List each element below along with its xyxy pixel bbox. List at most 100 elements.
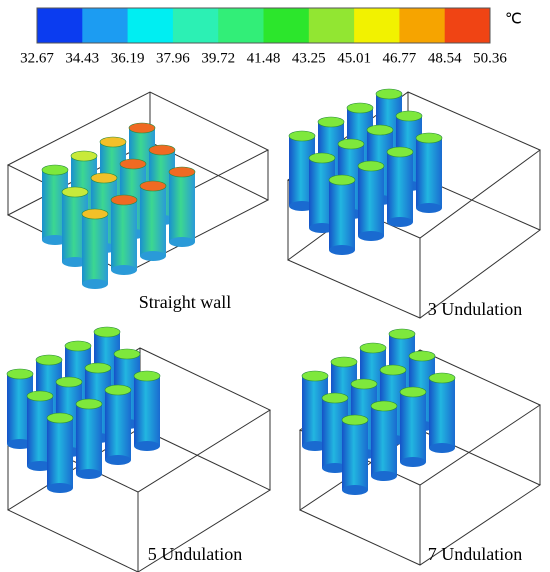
panel-label: 5 Undulation bbox=[148, 544, 243, 564]
cell-top bbox=[26, 390, 54, 402]
cell-top bbox=[70, 150, 98, 162]
cell-body bbox=[169, 172, 195, 242]
cell-body bbox=[134, 376, 160, 446]
cell-base bbox=[134, 441, 160, 451]
cell-top bbox=[90, 172, 118, 184]
color-segment bbox=[308, 8, 355, 43]
cell-top bbox=[386, 146, 414, 158]
cell-body bbox=[140, 186, 166, 256]
cell-base bbox=[62, 257, 88, 267]
panel: Straight wall bbox=[6, 91, 270, 312]
color-segment bbox=[263, 8, 310, 43]
colorbar-unit: ℃ bbox=[505, 11, 522, 27]
panel: 3 Undulation bbox=[287, 88, 541, 319]
color-segment bbox=[218, 8, 264, 43]
cell-base bbox=[416, 203, 442, 213]
cell-top bbox=[148, 144, 176, 156]
cell-top bbox=[321, 392, 349, 404]
cell-body bbox=[342, 420, 368, 490]
cell-base bbox=[329, 245, 355, 255]
cell-base bbox=[42, 235, 68, 245]
colorbar-tick-label: 39.72 bbox=[201, 50, 235, 66]
cell-body bbox=[329, 180, 355, 250]
cell-top bbox=[35, 354, 63, 366]
cell-top bbox=[395, 110, 423, 122]
cell-base bbox=[140, 251, 166, 261]
cell-base bbox=[289, 201, 315, 211]
cell-top bbox=[328, 174, 356, 186]
color-segment bbox=[37, 8, 83, 43]
cell-base bbox=[358, 231, 384, 241]
cell-base bbox=[47, 483, 73, 493]
cell-body bbox=[400, 392, 426, 462]
cell-base bbox=[82, 279, 108, 289]
cell-top bbox=[99, 136, 127, 148]
colorbar-tick-label: 34.43 bbox=[65, 50, 99, 66]
cell-top bbox=[415, 132, 443, 144]
color-segment bbox=[354, 8, 400, 43]
cell-top bbox=[399, 386, 427, 398]
cell-top bbox=[75, 398, 103, 410]
cell-top bbox=[375, 88, 403, 100]
colorbar-frame bbox=[36, 7, 491, 44]
colorbar-tick-label: 36.19 bbox=[111, 50, 145, 66]
cell-base bbox=[400, 457, 426, 467]
cell-top bbox=[359, 342, 387, 354]
cell-top bbox=[388, 328, 416, 340]
panel-label: 3 Undulation bbox=[428, 299, 523, 319]
cell-body bbox=[358, 166, 384, 236]
cell-top bbox=[168, 166, 196, 178]
cell-base bbox=[111, 265, 137, 275]
cell-top bbox=[139, 180, 167, 192]
cell-top bbox=[6, 368, 34, 380]
cell-top bbox=[350, 378, 378, 390]
cell-base bbox=[76, 469, 102, 479]
cell-base bbox=[342, 485, 368, 495]
cell-base bbox=[169, 237, 195, 247]
cell-top bbox=[301, 370, 329, 382]
cell-top bbox=[81, 208, 109, 220]
cell-top bbox=[357, 160, 385, 172]
cell-top bbox=[93, 326, 121, 338]
cell-body bbox=[387, 152, 413, 222]
panel-label: Straight wall bbox=[139, 292, 232, 312]
color-segment bbox=[444, 8, 491, 43]
cell-top bbox=[346, 102, 374, 114]
cell-top bbox=[308, 152, 336, 164]
cell-top bbox=[64, 340, 92, 352]
panel: 7 Undulation bbox=[298, 328, 542, 566]
cell-body bbox=[416, 138, 442, 208]
colorbar-tick-label: 48.54 bbox=[428, 50, 462, 66]
cell-body bbox=[429, 378, 455, 448]
cell-base bbox=[371, 471, 397, 481]
cell-base bbox=[27, 461, 53, 471]
cell-top bbox=[46, 412, 74, 424]
cell-base bbox=[322, 463, 348, 473]
cell-top bbox=[104, 384, 132, 396]
cell-base bbox=[309, 223, 335, 233]
cell-top bbox=[133, 370, 161, 382]
colorbar-tick-label: 41.48 bbox=[247, 50, 281, 66]
colorbar-tick-label: 45.01 bbox=[337, 50, 371, 66]
cell-top bbox=[428, 372, 456, 384]
panels: Straight wall 3 Undulation 5 Undulation 7 U… bbox=[6, 88, 542, 572]
cell-top bbox=[119, 158, 147, 170]
panel: 5 Undulation bbox=[6, 326, 272, 572]
colorbar-tick-label: 37.96 bbox=[156, 50, 190, 66]
cell-top bbox=[317, 116, 345, 128]
colorbar-tick-label: 46.77 bbox=[383, 50, 417, 66]
colorbar-tick-label: 32.67 bbox=[20, 50, 54, 66]
color-segment bbox=[399, 8, 446, 43]
cell-top bbox=[113, 348, 141, 360]
colorbar: 32.67 34.43 36.19 37.96 39.72 41.48 43.25 45.01… bbox=[20, 7, 507, 66]
cell-top bbox=[341, 414, 369, 426]
cell-base bbox=[7, 439, 33, 449]
cell-body bbox=[371, 406, 397, 476]
color-segment bbox=[127, 8, 174, 43]
cell-body bbox=[76, 404, 102, 474]
cell-top bbox=[370, 400, 398, 412]
color-segment bbox=[172, 8, 219, 43]
cell-top bbox=[288, 130, 316, 142]
